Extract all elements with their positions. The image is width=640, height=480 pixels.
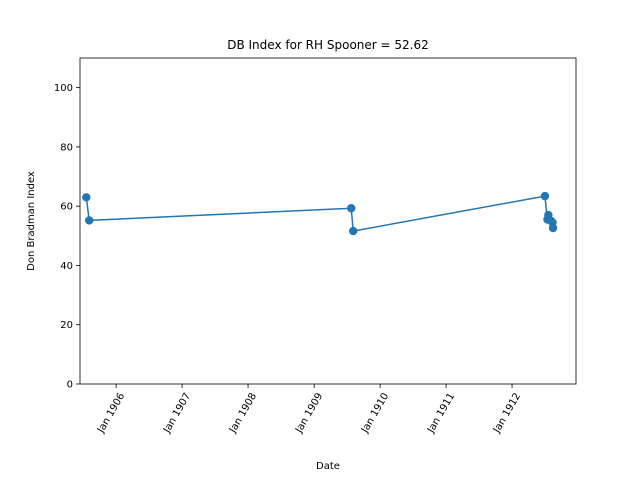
axes-frame	[79, 57, 577, 385]
x-axis-label: Date	[316, 461, 340, 472]
y-tick-label: 100	[54, 83, 73, 94]
y-axis-label: Don Bradman Index	[26, 171, 37, 271]
y-tick-label: 60	[60, 202, 73, 213]
plot-area	[82, 191, 558, 236]
chart-title: DB Index for RH Spooner = 52.62	[227, 38, 429, 52]
y-tick-label: 20	[60, 320, 73, 331]
data-point	[548, 223, 558, 233]
data-point	[349, 226, 358, 236]
data-point	[540, 191, 550, 201]
data-point	[347, 204, 356, 213]
y-tick-label: 0	[67, 380, 73, 391]
data-point	[82, 193, 91, 202]
y-tick-label: 80	[60, 142, 73, 153]
data-point	[85, 216, 94, 225]
y-axis-ticks: 0 20 40 60 80 100	[54, 83, 80, 391]
y-tick-label: 40	[60, 261, 73, 272]
